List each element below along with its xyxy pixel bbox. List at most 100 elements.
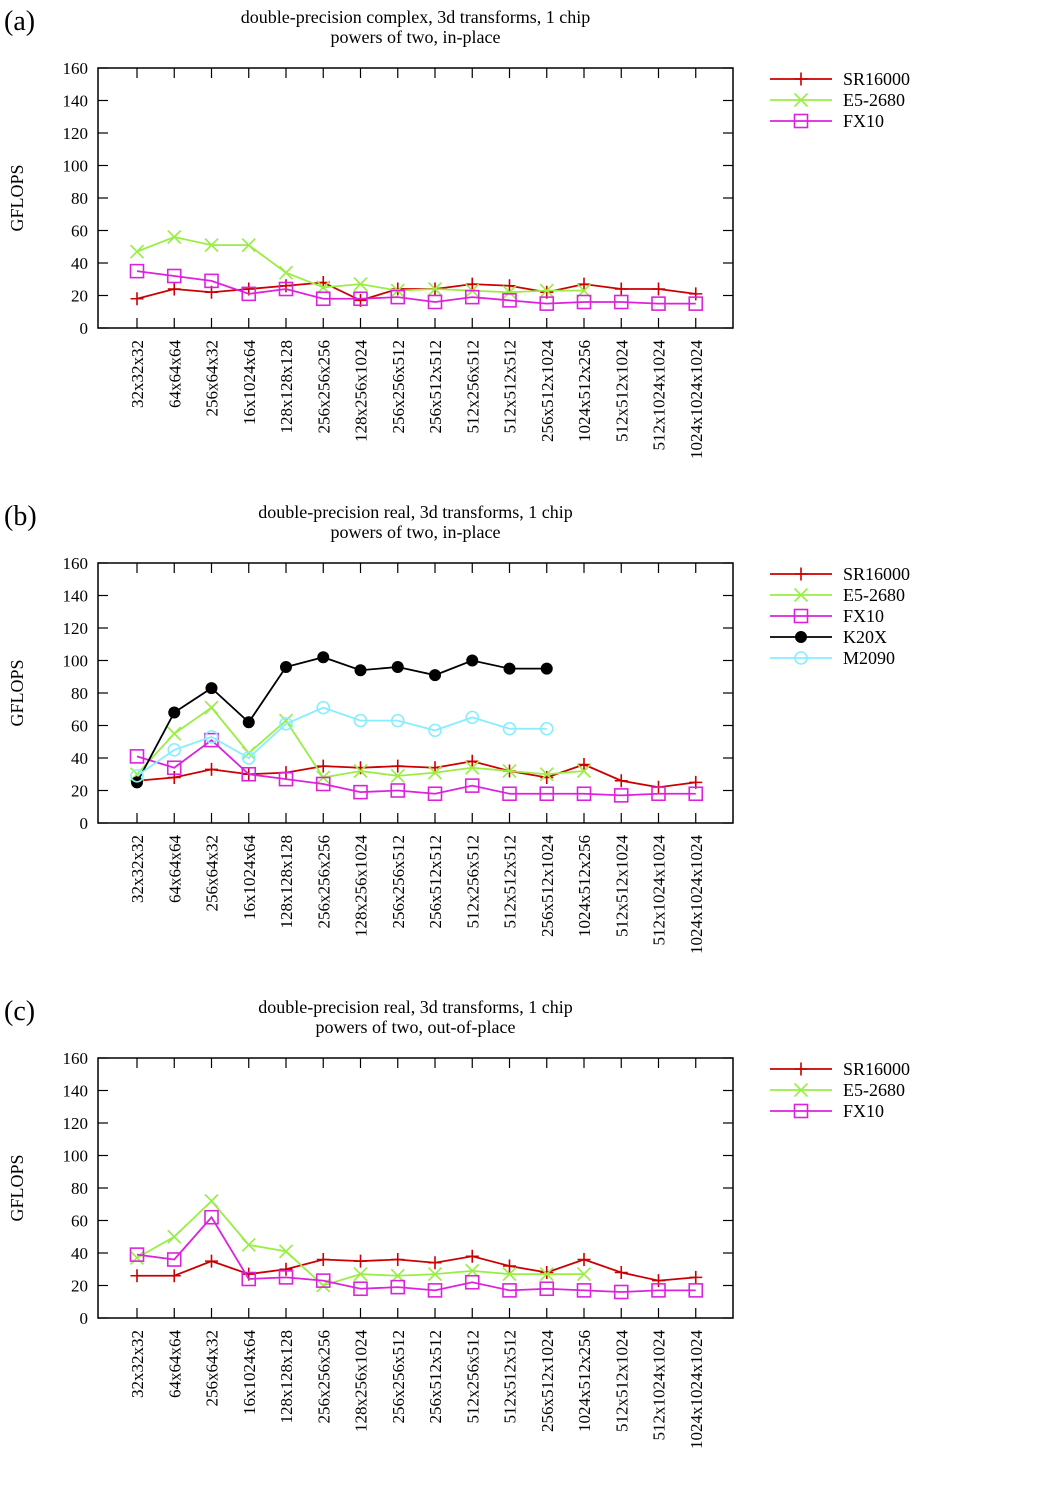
x-tick-label: 512x512x1024 — [612, 835, 631, 938]
data-point — [428, 1256, 442, 1270]
data-point — [204, 730, 219, 744]
legend-entry: FX10 — [770, 606, 884, 626]
data-point — [464, 1274, 480, 1290]
data-point — [241, 751, 256, 765]
data-point — [241, 766, 257, 782]
y-tick-label: 140 — [63, 92, 89, 111]
data-point — [354, 664, 367, 677]
data-point — [166, 1252, 182, 1267]
y-tick-label: 160 — [63, 59, 89, 78]
x-tick-label: 512x512x1024 — [612, 340, 631, 443]
data-point — [576, 786, 592, 802]
data-point — [576, 1267, 592, 1282]
data-point — [502, 1267, 517, 1282]
data-point — [316, 759, 330, 773]
data-point — [613, 1284, 629, 1300]
x-tick-label: 128x256x1024 — [352, 1330, 371, 1433]
y-tick-label: 80 — [71, 684, 88, 703]
legend-entry: K20X — [770, 627, 887, 647]
x-tick-label: 256x256x512 — [389, 340, 408, 434]
y-tick-label: 60 — [71, 1212, 88, 1231]
legend-label: E5-2680 — [843, 1080, 905, 1100]
data-point — [167, 726, 182, 741]
data-point — [354, 1254, 367, 1268]
x-tick-label: 256x64x32 — [203, 1330, 222, 1407]
data-point — [166, 760, 182, 776]
legend-marker — [793, 1082, 809, 1098]
x-tick-label: 256x64x32 — [203, 835, 222, 912]
chart-panel-0: (a) double-precision complex, 3d transfor… — [4, 6, 910, 459]
x-tick-label: 256x512x1024 — [538, 835, 557, 938]
y-tick-label: 120 — [63, 1114, 89, 1133]
x-tick-label: 1024x1024x1024 — [687, 340, 706, 460]
data-point — [129, 1250, 145, 1265]
data-point — [539, 283, 554, 298]
y-tick-label: 80 — [71, 1179, 88, 1198]
y-tick-label: 120 — [63, 619, 89, 638]
data-point — [315, 1273, 331, 1288]
x-tick-label: 32x32x32 — [128, 835, 147, 903]
x-tick-label: 512x1024x1024 — [650, 1330, 669, 1441]
data-point — [652, 1274, 665, 1288]
data-point — [167, 771, 181, 784]
y-tick-label: 20 — [71, 1277, 88, 1296]
data-point — [167, 229, 182, 245]
legend-marker — [793, 113, 809, 129]
data-point — [540, 1266, 554, 1279]
data-point — [428, 723, 442, 738]
series-line — [136, 1199, 584, 1287]
x-tick-label: 512x1024x1024 — [650, 340, 669, 451]
legend-entry: E5-2680 — [770, 585, 905, 605]
data-point — [464, 778, 480, 793]
data-point — [502, 1283, 517, 1298]
y-tick-label: 60 — [71, 717, 88, 736]
data-point — [241, 746, 256, 761]
data-point — [688, 786, 704, 802]
x-tick-label: 32x32x32 — [128, 1330, 147, 1398]
data-point — [539, 1267, 554, 1282]
data-point — [353, 1267, 368, 1282]
y-tick-label: 0 — [80, 1309, 89, 1328]
x-tick-label: 256x512x1024 — [538, 340, 557, 443]
data-point — [166, 268, 182, 284]
data-point — [278, 281, 294, 297]
y-tick-label: 40 — [71, 254, 88, 273]
legend-label: SR16000 — [843, 69, 910, 89]
series-M2090 — [130, 700, 554, 783]
data-point — [577, 1253, 591, 1266]
data-point — [576, 294, 592, 310]
data-point — [353, 713, 368, 728]
chart-title-line: double-precision real, 3d transforms, 1 … — [258, 502, 572, 522]
data-point — [353, 1281, 368, 1297]
data-point — [316, 700, 331, 715]
y-tick-label: 20 — [71, 287, 88, 306]
data-point — [576, 763, 592, 779]
data-point — [167, 1229, 182, 1244]
legend-marker — [793, 1103, 809, 1119]
data-point — [280, 661, 292, 673]
legend-label: E5-2680 — [843, 90, 905, 110]
data-point — [427, 281, 443, 297]
x-tick-label: 256x512x512 — [426, 1330, 445, 1424]
x-tick-label: 64x64x64 — [165, 1330, 184, 1399]
data-point — [464, 289, 480, 305]
series-K20X — [131, 651, 553, 789]
x-tick-label: 512x1024x1024 — [650, 835, 669, 946]
chart-panel-1: (b) double-precision real, 3d transforms,… — [4, 501, 910, 954]
data-point — [278, 713, 294, 728]
y-axis-label: GFLOPS — [7, 659, 27, 726]
data-point — [279, 279, 293, 293]
legend-entry: SR16000 — [770, 1059, 910, 1079]
chart-title-line: powers of two, out-of-place — [316, 1017, 516, 1037]
y-tick-label: 80 — [71, 189, 88, 208]
data-point — [204, 1193, 219, 1209]
y-tick-label: 120 — [63, 124, 89, 143]
x-tick-label: 128x128x128 — [277, 1330, 296, 1424]
data-point — [465, 754, 479, 768]
data-point — [465, 760, 480, 775]
x-tick-label: 1024x1024x1024 — [687, 1330, 706, 1450]
y-axis-label: GFLOPS — [7, 1154, 27, 1221]
data-point — [688, 1283, 704, 1298]
x-tick-label: 1024x512x256 — [575, 340, 594, 442]
chart-panel-2: (c) double-precision real, 3d transforms,… — [4, 996, 910, 1449]
